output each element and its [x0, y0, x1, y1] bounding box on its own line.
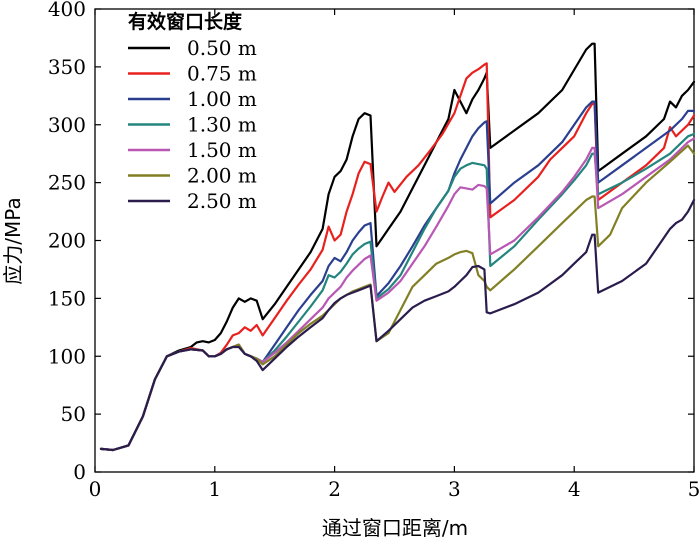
y-tick-label: 400 — [48, 0, 86, 21]
series-line-050 — [99, 42, 696, 452]
y-tick-label: 200 — [48, 229, 86, 253]
y-tick-label: 150 — [48, 286, 86, 310]
x-tick-label: 4 — [568, 477, 581, 501]
legend-label: 1.00 m — [187, 87, 257, 111]
x-axis-title: 通过窗口距离/m — [322, 516, 468, 540]
legend-label: 2.00 m — [187, 164, 257, 188]
y-tick-label: 250 — [48, 171, 86, 195]
legend-label: 2.50 m — [187, 189, 257, 213]
y-tick-label: 300 — [48, 113, 86, 137]
legend-label: 0.75 m — [187, 62, 257, 86]
x-tick-label: 0 — [89, 477, 102, 501]
series-line-250 — [99, 198, 696, 452]
legend-label: 1.30 m — [187, 113, 257, 137]
legend-title: 有效窗口长度 — [128, 10, 243, 33]
x-tick-label: 1 — [208, 477, 221, 501]
x-tick-label: 2 — [328, 477, 341, 501]
y-tick-label: 50 — [61, 402, 86, 426]
legend: 有效窗口长度 0.50 m0.75 m1.00 m1.30 m1.50 m2.0… — [128, 10, 257, 213]
x-tick-label: 5 — [688, 477, 700, 501]
y-axis-title: 应力/MPa — [1, 197, 25, 284]
y-tick-label: 100 — [48, 344, 86, 368]
y-tick-label: 0 — [73, 460, 86, 484]
x-tick-label: 3 — [448, 477, 461, 501]
axes-frame — [94, 8, 695, 473]
series-lines — [99, 42, 696, 452]
legend-label: 1.50 m — [187, 138, 257, 162]
y-tick-label: 350 — [48, 55, 86, 79]
legend-label: 0.50 m — [187, 36, 257, 60]
